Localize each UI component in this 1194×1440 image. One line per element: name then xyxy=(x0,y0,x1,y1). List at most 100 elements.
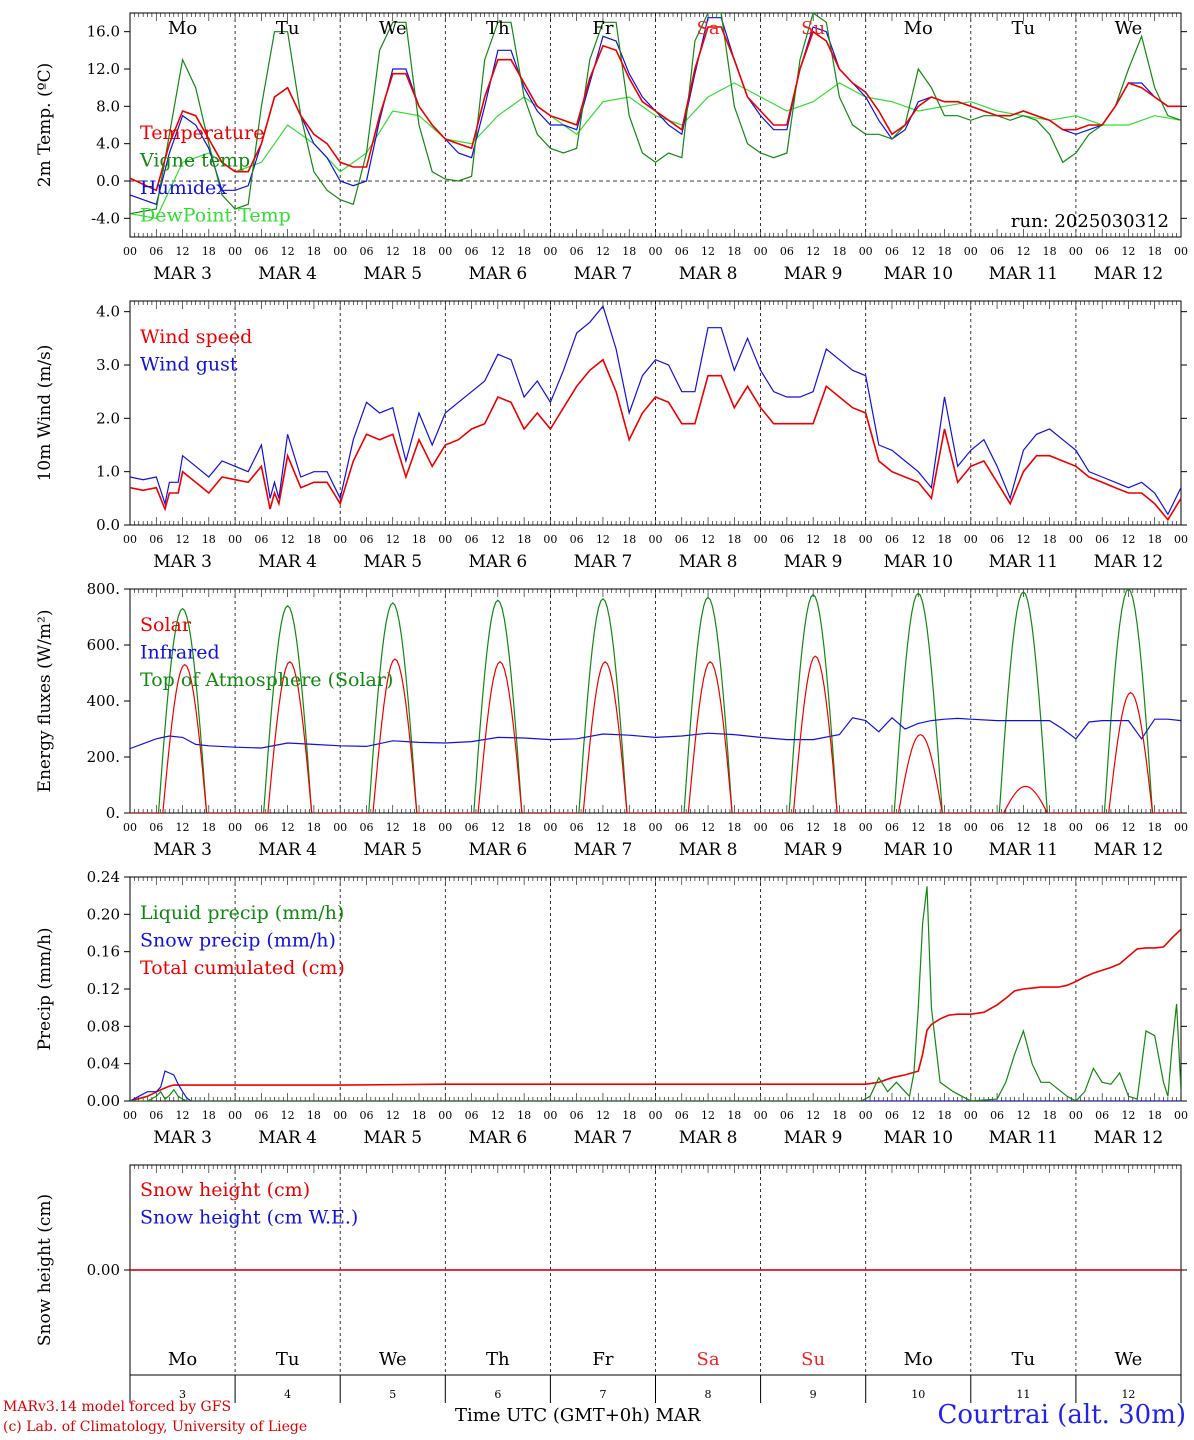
day-number: 5 xyxy=(389,1388,396,1401)
hour-tick-label: 06 xyxy=(254,245,268,258)
day-name-top: Mo xyxy=(168,18,197,39)
legend-entry: Wind gust xyxy=(140,354,238,376)
day-number: 3 xyxy=(179,1388,186,1401)
date-label: MAR 9 xyxy=(784,1128,843,1148)
hour-tick-label: 18 xyxy=(1148,1109,1162,1122)
hour-tick-label: 18 xyxy=(307,533,321,546)
hour-tick-label: 18 xyxy=(202,821,216,834)
hour-tick-label: 06 xyxy=(254,1109,268,1122)
hour-tick-label: 12 xyxy=(701,533,715,546)
series-line-temperature xyxy=(130,26,1181,192)
hour-tick-label: 18 xyxy=(517,533,531,546)
hour-tick-label: 06 xyxy=(149,533,163,546)
hour-tick-label: 12 xyxy=(911,821,925,834)
legend-entry: Infrared xyxy=(140,642,220,664)
hour-tick-label: 00 xyxy=(859,533,873,546)
date-label: MAR 4 xyxy=(258,1128,317,1148)
hour-tick-label: 06 xyxy=(254,821,268,834)
hour-tick-label: 18 xyxy=(307,1109,321,1122)
hour-tick-label: 12 xyxy=(701,1109,715,1122)
y-tick-label: 0.04 xyxy=(87,1055,120,1073)
hour-tick-label: 00 xyxy=(333,245,347,258)
hour-tick-label: 06 xyxy=(465,245,479,258)
hour-tick-label: 12 xyxy=(491,245,505,258)
run-annotation: run: 2025030312 xyxy=(1011,211,1169,232)
hour-tick-label: 06 xyxy=(675,245,689,258)
hour-tick-label: 06 xyxy=(675,1109,689,1122)
day-name-top: We xyxy=(1115,18,1143,39)
hour-tick-label: 06 xyxy=(675,533,689,546)
hour-tick-label: 12 xyxy=(1121,533,1135,546)
hour-tick-label: 00 xyxy=(438,821,452,834)
hour-tick-label: 18 xyxy=(1043,1109,1057,1122)
date-label: MAR 8 xyxy=(679,840,738,860)
day-number: 6 xyxy=(494,1388,501,1401)
day-name-bottom: Mo xyxy=(904,1349,933,1370)
hour-tick-label: 12 xyxy=(596,533,610,546)
station-label: Courtrai (alt. 30m) xyxy=(937,1400,1187,1430)
date-label: MAR 5 xyxy=(363,1128,422,1148)
hour-tick-label: 18 xyxy=(412,1109,426,1122)
hour-tick-label: 06 xyxy=(359,1109,373,1122)
credit-line-2: (c) Lab. of Climatology, University of L… xyxy=(3,1419,308,1435)
day-name-bottom: Fr xyxy=(592,1349,613,1370)
hour-tick-label: 06 xyxy=(780,821,794,834)
hour-tick-label: 00 xyxy=(123,245,137,258)
date-label: MAR 9 xyxy=(784,552,843,572)
hour-tick-label: 00 xyxy=(964,821,978,834)
day-number: 10 xyxy=(911,1388,925,1401)
legend-entry: Snow height (cm W.E.) xyxy=(140,1207,358,1229)
hour-tick-label: 06 xyxy=(149,1109,163,1122)
date-label: MAR 5 xyxy=(363,552,422,572)
date-label: MAR 7 xyxy=(574,264,633,284)
hour-tick-label: 06 xyxy=(1095,533,1109,546)
hour-tick-label: 18 xyxy=(412,533,426,546)
hour-tick-label: 06 xyxy=(570,245,584,258)
hour-tick-label: 06 xyxy=(780,245,794,258)
legend-entry: Top of Atmosphere (Solar) xyxy=(140,669,393,691)
hour-tick-label: 06 xyxy=(780,1109,794,1122)
hour-tick-label: 18 xyxy=(412,245,426,258)
date-label: MAR 6 xyxy=(468,552,527,572)
hour-tick-label: 00 xyxy=(1174,533,1188,546)
day-number: 12 xyxy=(1121,1388,1135,1401)
hour-tick-label: 12 xyxy=(176,821,190,834)
hour-tick-label: 00 xyxy=(333,1109,347,1122)
hour-tick-label: 00 xyxy=(754,533,768,546)
hour-tick-label: 06 xyxy=(570,1109,584,1122)
hour-tick-label: 18 xyxy=(832,245,846,258)
day-name-bottom: Sa xyxy=(697,1349,720,1370)
hour-tick-label: 06 xyxy=(885,821,899,834)
y-tick-label: 0.0 xyxy=(96,516,120,534)
day-name-top: Fr xyxy=(592,18,613,39)
hour-tick-label: 18 xyxy=(517,1109,531,1122)
day-name-bottom: Su xyxy=(801,1349,825,1370)
hour-tick-label: 12 xyxy=(176,1109,190,1122)
day-name-top: Sa xyxy=(697,18,720,39)
day-number: 9 xyxy=(810,1388,817,1401)
date-label: MAR 9 xyxy=(784,264,843,284)
hour-tick-label: 12 xyxy=(911,533,925,546)
hour-tick-label: 12 xyxy=(806,821,820,834)
hour-tick-label: 06 xyxy=(1095,1109,1109,1122)
hour-tick-label: 18 xyxy=(938,533,952,546)
hour-tick-label: 00 xyxy=(543,821,557,834)
day-name-top: Th xyxy=(486,18,510,39)
date-label: MAR 7 xyxy=(574,1128,633,1148)
y-tick-label: 200. xyxy=(87,748,120,766)
day-name-bottom: Th xyxy=(486,1349,510,1370)
hour-tick-label: 18 xyxy=(727,533,741,546)
date-label: MAR 3 xyxy=(153,552,212,572)
date-label: MAR 8 xyxy=(679,264,738,284)
y-tick-label: 0.00 xyxy=(87,1092,120,1110)
date-label: MAR 3 xyxy=(153,1128,212,1148)
hour-tick-label: 18 xyxy=(1148,821,1162,834)
hour-tick-label: 12 xyxy=(281,533,295,546)
day-name-bottom: Tu xyxy=(276,1349,300,1370)
y-tick-label: 0. xyxy=(106,804,120,822)
plot-frame-wind xyxy=(129,300,1182,526)
date-label: MAR 7 xyxy=(574,552,633,572)
hour-tick-label: 12 xyxy=(596,1109,610,1122)
legend-entry: Liquid precip (mm/h) xyxy=(140,902,344,924)
